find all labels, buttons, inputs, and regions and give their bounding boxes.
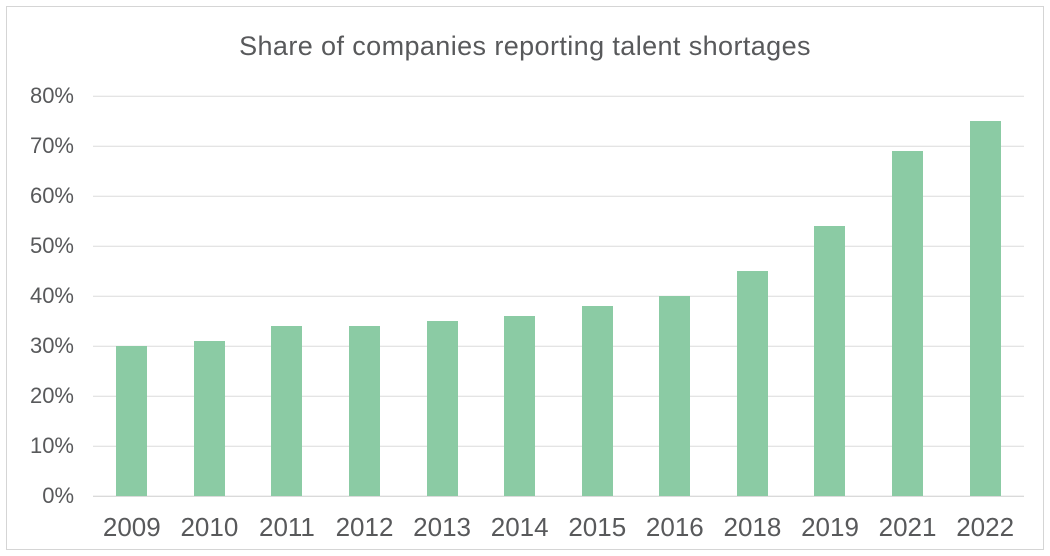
chart-frame: Share of companies reporting talent shor… xyxy=(6,6,1044,550)
bar-slot-2013 xyxy=(403,96,481,496)
bar-slot-2022 xyxy=(946,96,1024,496)
bar-2012 xyxy=(349,326,381,496)
bar-slot-2014 xyxy=(481,96,559,496)
x-tick-label-2019: 2019 xyxy=(801,512,859,542)
bar-slot-2019 xyxy=(791,96,869,496)
bar-slot-2018 xyxy=(714,96,792,496)
x-tick-label-2018: 2018 xyxy=(723,512,782,542)
bar-2019 xyxy=(814,226,846,496)
y-tick-label-30%: 30% xyxy=(29,333,74,358)
x-tick-label-2012: 2012 xyxy=(335,512,394,542)
x-tick-label-2014: 2014 xyxy=(490,512,549,542)
y-tick-label-60%: 60% xyxy=(29,183,74,208)
x-tick-label-2022: 2022 xyxy=(956,512,1015,542)
gridline-50% xyxy=(93,245,1024,247)
x-tick-label-2011: 2011 xyxy=(258,512,315,542)
gridline-70% xyxy=(93,145,1024,147)
bar-2021 xyxy=(892,151,924,496)
gridline-40% xyxy=(93,295,1024,297)
x-tick-label-2016: 2016 xyxy=(645,512,704,542)
gridline-10% xyxy=(93,445,1024,447)
y-tick-label-0%: 0% xyxy=(42,483,74,508)
gridline-30% xyxy=(93,345,1024,347)
x-tick-label-2010: 2010 xyxy=(180,512,239,542)
y-tick-label-70%: 70% xyxy=(29,133,74,158)
gridline-60% xyxy=(93,195,1024,197)
bar-2013 xyxy=(426,321,458,496)
y-tick-label-40%: 40% xyxy=(29,283,74,308)
x-tick-label-2013: 2013 xyxy=(413,512,472,542)
bar-slot-2015 xyxy=(558,96,636,496)
gridlines xyxy=(93,95,1024,497)
bar-2009 xyxy=(116,346,148,496)
bar-slot-2011 xyxy=(248,96,326,496)
bar-2011 xyxy=(271,326,303,496)
y-tick-label-10%: 10% xyxy=(29,433,74,458)
x-tick-label-2009: 2009 xyxy=(102,512,161,542)
bar-2014 xyxy=(504,316,536,496)
bar-slot-2012 xyxy=(326,96,404,496)
y-axis: 0% 10% 20% 30% 40% 50% 60% 70% 80% xyxy=(30,85,1024,507)
bar-2018 xyxy=(736,271,768,496)
bar-slot-2010 xyxy=(171,96,249,496)
gridline-80% xyxy=(93,95,1024,97)
bar-2022 xyxy=(969,121,1001,496)
y-tick-label-80%: 80% xyxy=(29,83,74,108)
bar-2010 xyxy=(193,341,225,496)
y-tick-label-20%: 20% xyxy=(29,383,74,408)
x-tick-label-2015: 2015 xyxy=(568,512,627,542)
x-tick-label-2021: 2021 xyxy=(878,512,937,542)
y-tick-label-50%: 50% xyxy=(29,233,74,258)
x-axis: 2009 2010 2011 2012 2013 2014 2015 2016 2018 2019… xyxy=(93,512,1024,543)
gridline-0% xyxy=(93,495,1024,497)
plot-area: 0% 10% 20% 30% 40% 50% 60% 70% 80% 2009 2010 2011 2… xyxy=(30,85,1024,542)
bar-slot-2009 xyxy=(93,96,171,496)
chart-title: Share of companies reporting talent shor… xyxy=(239,31,811,61)
bar-slot-2021 xyxy=(869,96,947,496)
bar-2016 xyxy=(659,296,691,496)
bar-2015 xyxy=(581,306,613,496)
bar-slot-2016 xyxy=(636,96,714,496)
bar-series xyxy=(93,96,1024,496)
gridline-20% xyxy=(93,395,1024,397)
